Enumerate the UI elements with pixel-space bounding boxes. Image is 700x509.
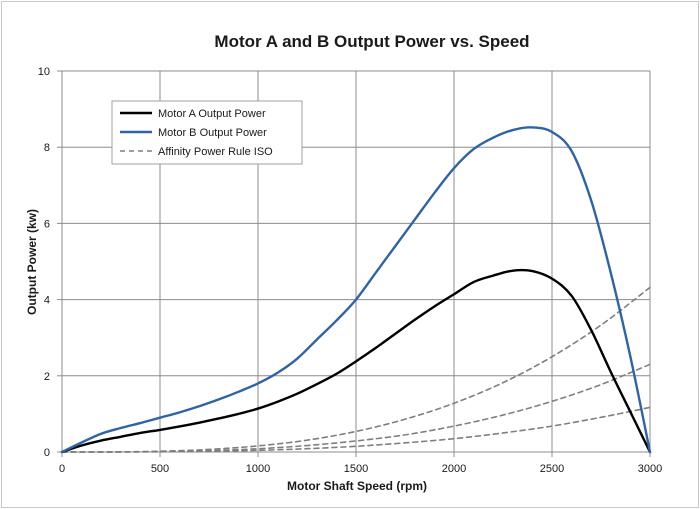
y-tick-label: 8 xyxy=(44,142,50,154)
series-line-5 xyxy=(61,406,651,453)
x-tick-label: 2500 xyxy=(540,463,564,475)
x-tick-label: 3000 xyxy=(638,463,662,475)
series-line-4 xyxy=(61,363,651,453)
legend: Motor A Output Power Motor B Output Power… xyxy=(111,100,303,165)
series-lines xyxy=(60,126,652,454)
series-line-1 xyxy=(60,268,652,454)
y-tick-label: 10 xyxy=(38,66,50,78)
y-tick-label: 2 xyxy=(44,371,50,383)
series-line-3 xyxy=(61,286,651,453)
legend-label: Affinity Power Rule ISO xyxy=(158,146,273,158)
x-axis-title: Motor Shaft Speed (rpm) xyxy=(287,479,427,493)
legend-label: Motor A Output Power xyxy=(158,108,266,120)
tick-labels: 0 500 1000 1500 2000 2500 3000 0 2 4 6 8 10 xyxy=(38,66,662,475)
legend-label: Motor B Output Power xyxy=(158,127,267,139)
x-tick-label: 500 xyxy=(151,463,169,475)
x-tick-label: 1000 xyxy=(246,463,270,475)
x-tick-label: 1500 xyxy=(344,463,368,475)
x-tick-label: 2000 xyxy=(442,463,466,475)
axes xyxy=(57,70,651,457)
y-tick-label: 6 xyxy=(44,218,50,230)
chart-title: Motor A and B Output Power vs. Speed xyxy=(214,32,529,51)
series-line-2 xyxy=(60,126,652,454)
y-tick-label: 0 xyxy=(44,447,50,459)
x-tick-label: 0 xyxy=(59,463,65,475)
y-tick-label: 4 xyxy=(44,295,50,307)
y-axis-title: Output Power (kw) xyxy=(25,209,39,315)
